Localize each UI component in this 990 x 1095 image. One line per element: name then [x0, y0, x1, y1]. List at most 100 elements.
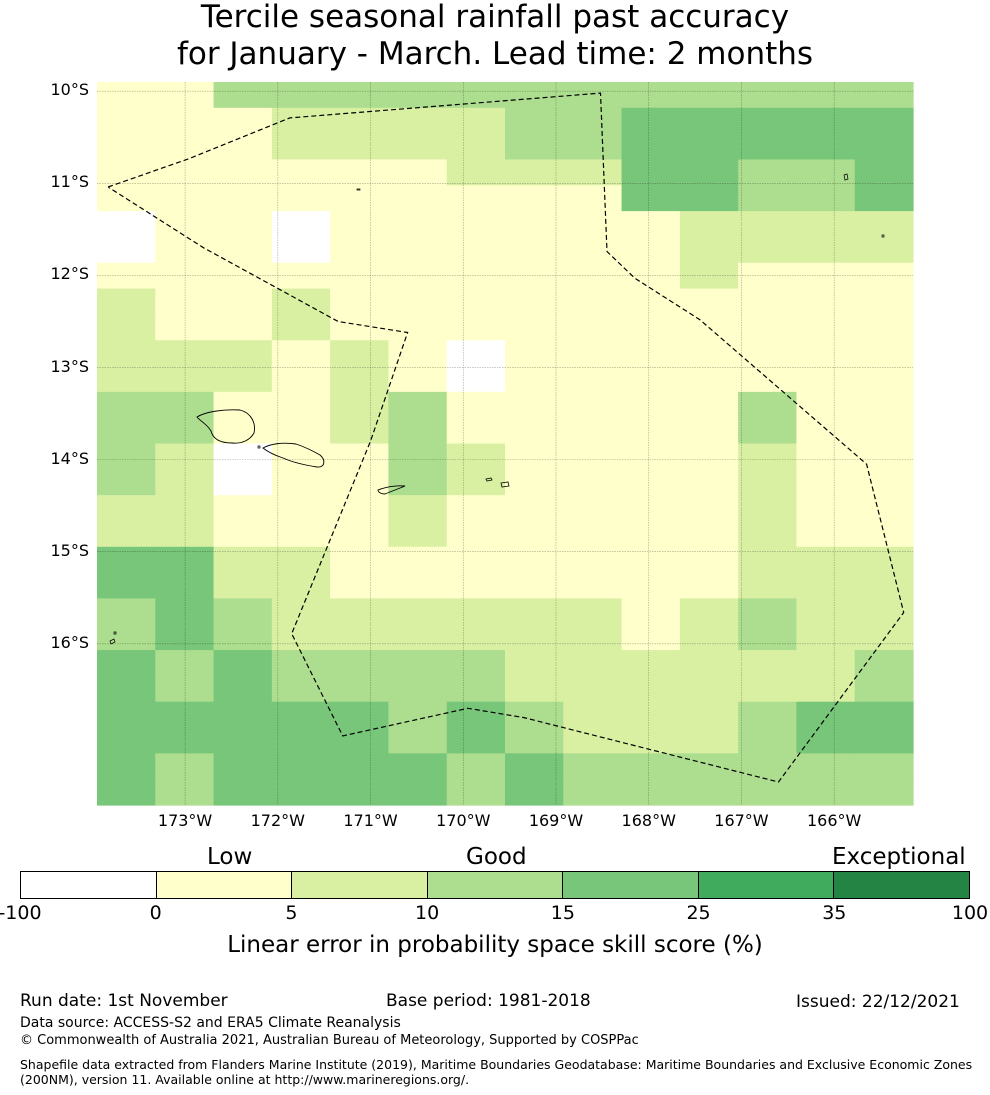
skill-cell: [155, 417, 215, 445]
skill-cell: [679, 185, 739, 212]
skill-cell: [854, 624, 914, 651]
skill-cell: [505, 185, 564, 212]
skill-cell: [97, 107, 156, 135]
skill-cell: [155, 133, 215, 161]
skill-cell: [446, 133, 506, 161]
tutuila-island: [377, 485, 406, 495]
skill-cell: [505, 779, 564, 806]
skill-cell: [388, 366, 448, 393]
skill-cell: [271, 469, 331, 496]
skill-cell: [271, 727, 331, 754]
skill-cell: [563, 572, 623, 600]
skill-cell: [330, 262, 390, 290]
skill-cell: [388, 185, 448, 212]
latitude-label: 13°S: [50, 356, 89, 376]
colorbar-segment: [292, 872, 428, 898]
skill-cell: [446, 366, 506, 393]
skill-cell: [213, 701, 273, 729]
legend-category-good: Good: [466, 844, 527, 870]
skill-cell: [679, 288, 739, 315]
upolu-island: [262, 442, 325, 468]
skill-cell: [155, 701, 215, 729]
skill-cell: [679, 236, 739, 264]
skill-cell: [738, 675, 798, 703]
skill-cell: [97, 288, 156, 315]
skill-cell: [854, 417, 914, 445]
eez-boundary: [107, 92, 905, 783]
tau-island: [500, 481, 510, 488]
skill-cell: [854, 443, 914, 470]
skill-cell: [738, 133, 798, 161]
skill-cell: [738, 469, 798, 496]
skill-cell: [796, 650, 856, 677]
skill-cell: [738, 572, 798, 600]
skill-cell: [854, 727, 914, 754]
skill-cell: [738, 391, 798, 419]
skill-cell: [155, 185, 215, 212]
skill-cell: [271, 650, 331, 677]
skill-cell: [738, 650, 798, 677]
skill-cell: [446, 159, 506, 186]
skill-cell: [446, 779, 506, 806]
skill-cell: [213, 650, 273, 677]
skill-cell: [213, 572, 273, 600]
skill-cell: [621, 650, 681, 677]
skill-cell: [446, 520, 506, 548]
skill-cell: [446, 495, 506, 522]
skill-cell: [621, 443, 681, 470]
skill-cell: [388, 82, 448, 109]
skill-cell: [621, 82, 681, 109]
skill-cell: [679, 82, 739, 109]
skill-cell: [388, 133, 448, 161]
skill-cell: [271, 572, 331, 600]
skill-cell: [330, 443, 390, 470]
skill-cell: [271, 675, 331, 703]
skill-cell: [796, 443, 856, 470]
skill-cell: [854, 314, 914, 341]
skill-cell: [97, 598, 156, 625]
skill-cell: [388, 417, 448, 445]
colorbar-tick-label: 25: [686, 902, 711, 924]
skill-cell: [271, 185, 331, 212]
skill-cell: [738, 598, 798, 625]
skill-cell: [213, 159, 273, 186]
skill-cell: [97, 546, 156, 574]
skill-cell: [505, 624, 564, 651]
skill-cell: [155, 262, 215, 290]
skill-cell: [679, 598, 739, 625]
skill-cell: [854, 650, 914, 677]
skill-cell: [621, 391, 681, 419]
skill-cell: [738, 495, 798, 522]
skill-cell: [563, 675, 623, 703]
skill-cell: [446, 262, 506, 290]
skill-cell: [446, 185, 506, 212]
atafu-atoll: [843, 173, 849, 181]
skill-cell: [271, 366, 331, 393]
skill-cell: [621, 262, 681, 290]
skill-cell: [738, 624, 798, 651]
skill-cell: [854, 236, 914, 264]
skill-cell: [738, 262, 798, 290]
skill-cell: [738, 753, 798, 780]
skill-cell: [388, 443, 448, 470]
skill-cell: [388, 675, 448, 703]
skill-cell: [796, 675, 856, 703]
skill-cell: [330, 82, 390, 109]
skill-cell: [97, 340, 156, 367]
skill-cell: [388, 650, 448, 677]
skill-cell: [679, 159, 739, 186]
skill-cell: [854, 82, 914, 109]
nukunonu-atoll: [881, 234, 885, 238]
skill-cell: [505, 391, 564, 419]
skill-cell: [854, 159, 914, 186]
skill-cell: [796, 340, 856, 367]
skill-cell: [271, 701, 331, 729]
skill-cell: [213, 675, 273, 703]
skill-cell: [446, 650, 506, 677]
skill-cell: [213, 469, 273, 496]
skill-cell: [271, 546, 331, 574]
colorbar-segment: [563, 872, 699, 898]
skill-cell: [271, 495, 331, 522]
skill-cell: [330, 675, 390, 703]
skill-cell: [563, 443, 623, 470]
